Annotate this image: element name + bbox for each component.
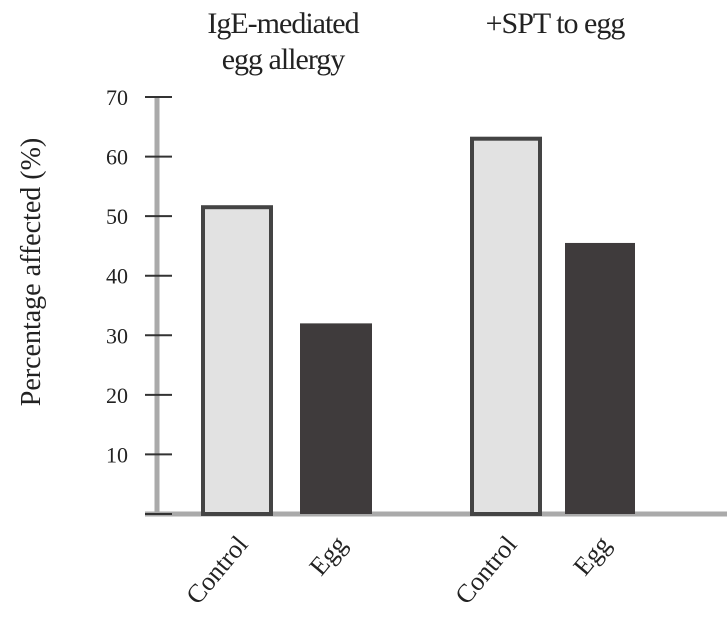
bar [565,243,635,514]
plot: Percentage affected (%) 10 20 30 40 50 60 70 Co… [0,0,727,639]
x-tick-label: Egg [567,530,616,581]
y-tick-label: 20 [106,383,128,408]
y-axis-label: Percentage affected (%) [16,138,47,406]
group-label: +SPT to egg [480,6,630,42]
bar [203,207,271,514]
chart: IgE-mediated egg allergy +SPT to egg Per… [0,0,727,639]
y-tick-label: 30 [106,323,128,348]
y-tick-label: 10 [106,442,128,467]
group-label: IgE-mediated egg allergy [188,6,378,78]
y-tick-label: 60 [106,145,128,170]
bar [300,323,372,514]
y-tick-label: 70 [106,85,128,110]
x-tick-label: Control [449,530,522,610]
y-tick-label: 40 [106,264,128,289]
y-tick-label: 50 [106,204,128,229]
x-tick-label: Egg [303,530,352,581]
bar [472,139,540,514]
x-tick-label: Control [180,530,253,610]
